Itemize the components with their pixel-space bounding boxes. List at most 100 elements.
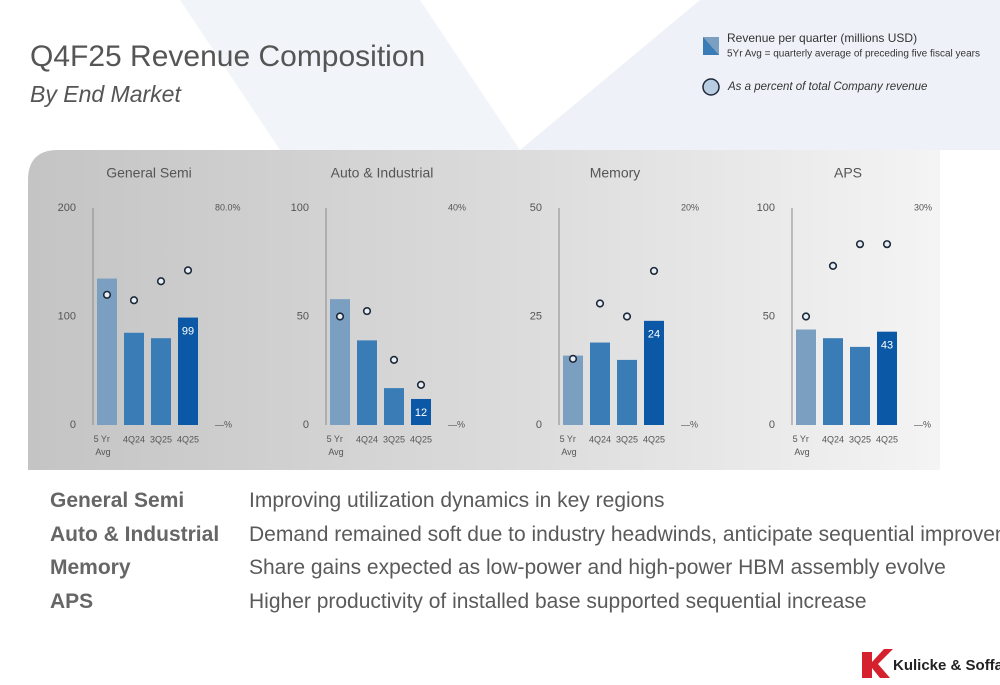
y2-tick-label: 40% [448, 202, 466, 212]
percent-dot [102, 290, 112, 299]
percent-dot [129, 296, 139, 305]
chart-title: Memory [590, 165, 641, 181]
table-row: Memory Share gains expected as low-power … [50, 556, 946, 580]
x-tick-label: 4Q24 [123, 434, 145, 444]
y-tick-label: 0 [536, 419, 542, 431]
chart: General Semi 0 100 200 —% 80.0% 5 Yr Avg 4Q24 3Q… [58, 165, 241, 458]
y-tick-label: 100 [757, 202, 775, 214]
percent-dot [801, 312, 811, 321]
row-text: Share gains expected as low-power and hi… [249, 556, 946, 580]
x-tick-label: 5 Yr Avg [327, 434, 346, 457]
percent-dot [649, 266, 659, 276]
percent-dot [156, 277, 166, 286]
bar [178, 317, 198, 425]
y-tick-label: 100 [291, 202, 309, 214]
bar [151, 338, 171, 425]
y2-tick-label: —% [681, 419, 698, 429]
chart: APS 0 50 100 —% 30% 5 Yr Avg 4Q24 3Q25 4Q25 43 [757, 165, 932, 458]
x-tick-label: 4Q25 [876, 434, 898, 444]
y2-tick-label: 30% [914, 202, 932, 212]
bg-shape [520, 0, 1000, 150]
table-row: General Semi Improving utilization dynami… [50, 489, 665, 513]
bar [563, 355, 583, 425]
x-tick-label: 4Q25 [177, 434, 199, 444]
data-label: 99 [182, 325, 194, 337]
bar [124, 332, 144, 425]
y2-tick-label: —% [448, 419, 465, 429]
percent-dot [595, 299, 605, 308]
x-tick-label: 4Q24 [589, 434, 611, 444]
x-tick-line: Avg [794, 447, 809, 457]
table-row: Auto & Industrial Demand remained soft du… [50, 523, 1000, 547]
legend-note: 5Yr Avg = quarterly average of preceding… [727, 49, 980, 60]
x-tick-label: 3Q25 [383, 434, 405, 444]
chart: Auto & Industrial 0 50 100 —% 40% 5 Yr Avg 4Q24… [291, 165, 466, 458]
bar [97, 278, 117, 425]
legend-swatch [703, 37, 719, 55]
x-tick-label: 3Q25 [616, 434, 638, 444]
percent-dot [416, 380, 426, 389]
y-tick-label: 50 [763, 310, 775, 322]
x-tick-label: 4Q24 [356, 434, 378, 444]
data-label: 24 [648, 329, 660, 341]
row-label: APS [50, 590, 94, 614]
row-text: Demand remained soft due to industry hea… [249, 522, 1000, 546]
row-label: Memory [50, 556, 131, 580]
bar [617, 359, 637, 425]
legend-text: As a percent of total Company revenue [727, 81, 927, 93]
y-tick-label: 50 [530, 202, 542, 214]
chart: Memory 0 25 50 —% 20% 5 Yr Avg 4Q24 3Q25 4Q25 24 [530, 165, 699, 458]
percent-dot [389, 355, 399, 365]
slide-subtitle: By End Market [30, 81, 182, 107]
percent-dot [622, 312, 632, 321]
bar [796, 329, 816, 425]
x-tick-line: 5 Yr [327, 434, 346, 444]
logo-mark [862, 649, 893, 678]
y-tick-label: 200 [58, 202, 76, 214]
chart-title: Auto & Industrial [331, 165, 434, 181]
bar [411, 398, 431, 425]
bar [590, 342, 610, 425]
x-tick-line: Avg [328, 447, 343, 457]
x-tick-label: 3Q25 [150, 434, 172, 444]
row-text: Improving utilization dynamics in key re… [249, 489, 665, 512]
percent-dot [855, 240, 865, 249]
x-tick-label: 5 Yr Avg [793, 434, 812, 457]
percent-dot [183, 266, 193, 275]
logo: Kulicke & Soffa. [862, 649, 1000, 678]
y-tick-label: 0 [769, 419, 775, 431]
x-tick-label: 4Q24 [822, 434, 844, 444]
percent-dot [568, 354, 578, 363]
chart-title: General Semi [106, 165, 192, 181]
y2-tick-label: —% [914, 419, 931, 429]
row-label: General Semi [50, 489, 185, 512]
y-tick-label: 0 [303, 419, 309, 431]
percent-dot [362, 306, 372, 316]
y-tick-label: 0 [70, 419, 76, 431]
data-label: 43 [881, 340, 893, 352]
x-tick-label: 3Q25 [849, 434, 871, 444]
bar [644, 320, 664, 425]
percent-dot [828, 261, 838, 270]
percent-dot [335, 312, 345, 321]
bar [877, 331, 897, 425]
x-tick-label: 5 Yr Avg [560, 434, 579, 457]
bar [357, 340, 377, 425]
legend-text: Revenue per quarter (millions USD) [727, 31, 917, 45]
logo-text: Kulicke & Soffa. [893, 657, 1000, 674]
y2-tick-label: 20% [681, 202, 699, 212]
x-tick-line: 5 Yr [94, 434, 113, 444]
bar [330, 299, 350, 425]
x-tick-line: 5 Yr [560, 434, 579, 444]
y2-tick-label: —% [215, 419, 232, 429]
x-tick-label: 4Q25 [410, 434, 432, 444]
y2-tick-label: 80.0% [215, 202, 241, 212]
x-tick-label: 5 Yr Avg [94, 434, 113, 457]
y-tick-label: 100 [58, 310, 76, 322]
bar [823, 338, 843, 425]
data-label: 12 [415, 407, 427, 419]
x-tick-line: 5 Yr [793, 434, 812, 444]
y-tick-label: 50 [297, 310, 309, 322]
